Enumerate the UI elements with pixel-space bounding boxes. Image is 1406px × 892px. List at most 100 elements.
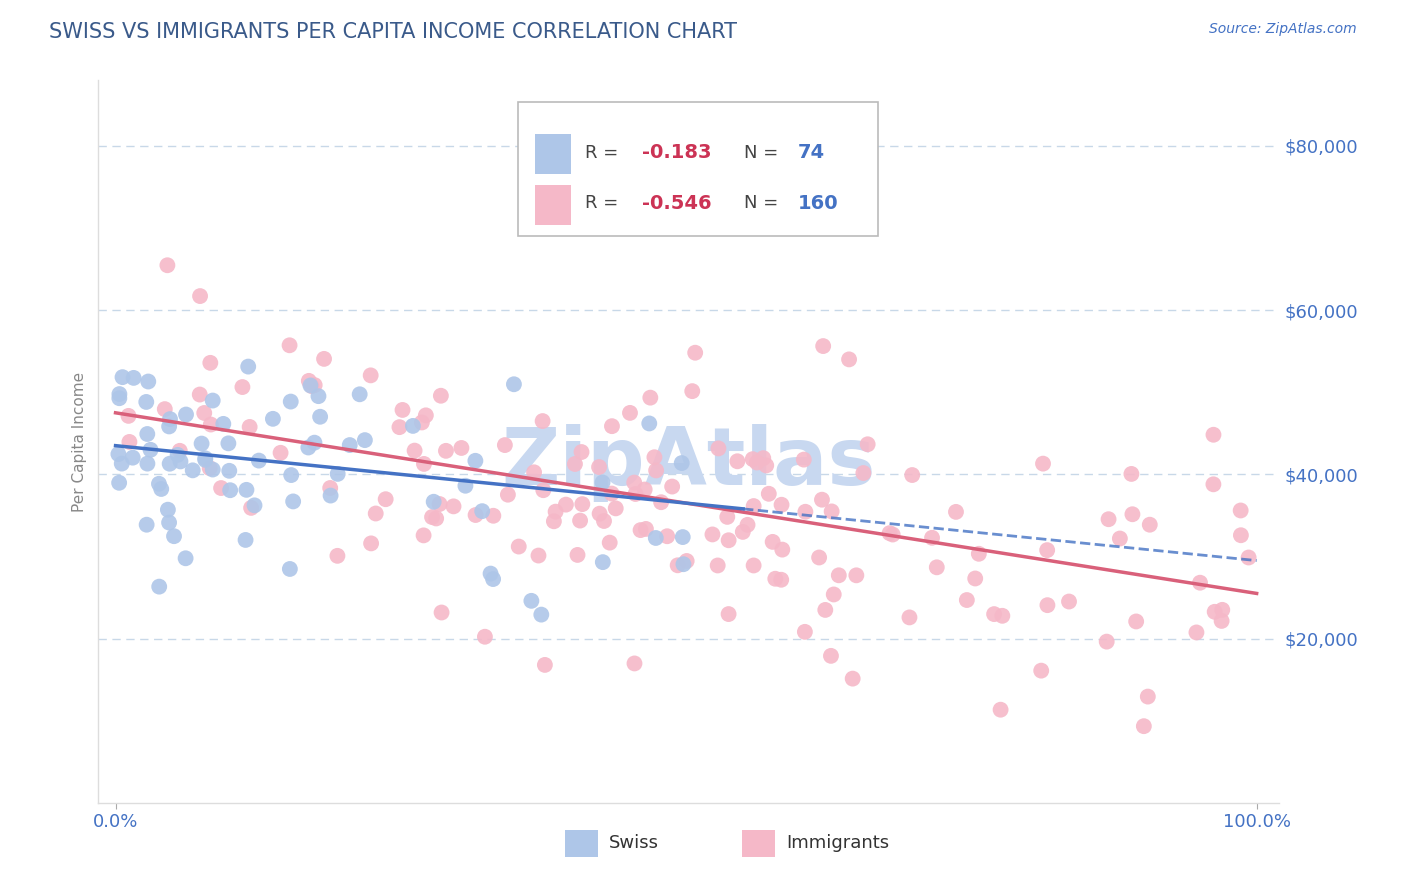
Point: [991, 608, 1014, 623]
Point: [139, 442, 162, 457]
Point: [645, 463, 668, 477]
Point: [319, 489, 342, 503]
Text: N =: N =: [744, 194, 785, 212]
Point: [1189, 575, 1212, 590]
Point: [571, 497, 593, 511]
Point: [304, 378, 326, 392]
Point: [725, 454, 748, 468]
Point: [153, 402, 176, 417]
Point: [415, 409, 437, 423]
Point: [1136, 690, 1159, 704]
Point: [811, 492, 834, 507]
Point: [298, 374, 321, 388]
Point: [599, 535, 621, 549]
Point: [391, 403, 413, 417]
Point: [1237, 550, 1260, 565]
Point: [1211, 603, 1233, 617]
Point: [634, 483, 657, 497]
Point: [354, 433, 377, 447]
Point: [706, 558, 728, 573]
Point: [967, 547, 990, 561]
Point: [650, 495, 672, 509]
Point: [163, 529, 186, 543]
Point: [413, 457, 436, 471]
Point: [422, 495, 444, 509]
Point: [136, 457, 159, 471]
Point: [1125, 615, 1147, 629]
Text: Swiss: Swiss: [609, 833, 658, 852]
Point: [217, 436, 239, 450]
Text: N =: N =: [744, 144, 785, 161]
Point: [150, 482, 173, 496]
Point: [349, 387, 371, 401]
Point: [412, 528, 434, 542]
Point: [190, 436, 212, 450]
FancyBboxPatch shape: [517, 102, 877, 235]
Point: [122, 371, 145, 385]
Point: [218, 464, 240, 478]
Point: [814, 603, 837, 617]
Point: [136, 427, 159, 442]
Point: [717, 607, 740, 621]
Text: ZipAtlas: ZipAtlas: [502, 425, 876, 502]
Point: [430, 606, 453, 620]
Point: [1031, 664, 1053, 678]
Point: [600, 486, 623, 500]
Point: [742, 558, 765, 573]
FancyBboxPatch shape: [536, 135, 571, 174]
Point: [503, 377, 526, 392]
Point: [1230, 528, 1253, 542]
Point: [430, 389, 453, 403]
Point: [675, 554, 697, 568]
Text: 160: 160: [797, 194, 838, 212]
Point: [845, 568, 868, 582]
Point: [299, 378, 322, 392]
Point: [882, 527, 904, 541]
Point: [443, 500, 465, 514]
Point: [188, 289, 211, 303]
Point: [136, 375, 159, 389]
Text: Source: ZipAtlas.com: Source: ZipAtlas.com: [1209, 22, 1357, 37]
Point: [544, 505, 567, 519]
Point: [945, 505, 967, 519]
FancyBboxPatch shape: [565, 830, 598, 857]
Point: [157, 516, 180, 530]
Point: [496, 488, 519, 502]
Text: R =: R =: [585, 144, 624, 161]
Point: [281, 494, 304, 508]
Point: [425, 511, 447, 525]
Point: [243, 499, 266, 513]
Point: [956, 593, 979, 607]
Point: [527, 549, 550, 563]
Point: [471, 504, 494, 518]
Point: [247, 453, 270, 467]
Point: [240, 500, 263, 515]
Point: [326, 467, 349, 481]
Point: [339, 438, 361, 452]
Point: [1095, 634, 1118, 648]
Point: [1032, 457, 1054, 471]
Point: [990, 703, 1012, 717]
Point: [520, 594, 543, 608]
Point: [672, 530, 695, 544]
Point: [309, 409, 332, 424]
Point: [174, 408, 197, 422]
Text: SWISS VS IMMIGRANTS PER CAPITA INCOME CORRELATION CHART: SWISS VS IMMIGRANTS PER CAPITA INCOME CO…: [49, 22, 737, 42]
Point: [108, 387, 131, 401]
Point: [200, 356, 222, 370]
FancyBboxPatch shape: [536, 185, 571, 225]
Point: [304, 435, 326, 450]
Point: [762, 534, 785, 549]
Point: [811, 339, 834, 353]
Point: [630, 523, 652, 537]
Y-axis label: Per Capita Income: Per Capita Income: [72, 371, 87, 512]
Point: [454, 479, 477, 493]
Point: [434, 443, 457, 458]
Point: [360, 536, 382, 550]
Point: [624, 487, 647, 501]
Point: [707, 442, 730, 456]
Point: [983, 607, 1005, 621]
Point: [156, 502, 179, 516]
Point: [643, 450, 665, 465]
Point: [770, 498, 793, 512]
